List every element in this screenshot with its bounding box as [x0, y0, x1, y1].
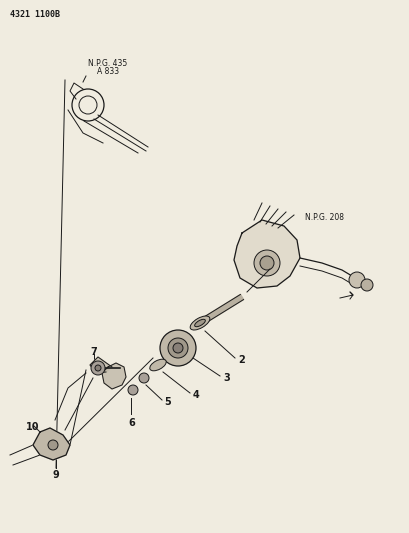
Circle shape	[91, 361, 105, 375]
Text: 1: 1	[271, 262, 278, 272]
Ellipse shape	[190, 316, 209, 330]
Circle shape	[348, 272, 364, 288]
Text: 5: 5	[164, 397, 170, 407]
Text: 2: 2	[237, 355, 244, 365]
Polygon shape	[102, 363, 126, 389]
Circle shape	[160, 330, 196, 366]
Circle shape	[173, 343, 182, 353]
Text: A 833: A 833	[97, 67, 119, 76]
Circle shape	[128, 385, 138, 395]
Text: N.P.G. 208: N.P.G. 208	[304, 213, 343, 222]
Circle shape	[48, 440, 58, 450]
Polygon shape	[234, 220, 299, 288]
Text: 6: 6	[128, 418, 135, 428]
Polygon shape	[33, 428, 70, 460]
Ellipse shape	[149, 359, 166, 371]
Text: 7: 7	[90, 347, 97, 357]
Ellipse shape	[194, 319, 205, 327]
Circle shape	[139, 373, 148, 383]
Text: 9: 9	[53, 470, 60, 480]
Circle shape	[259, 256, 273, 270]
Polygon shape	[90, 357, 112, 373]
Text: N.P.G. 435: N.P.G. 435	[88, 59, 127, 68]
Text: 10: 10	[26, 422, 39, 432]
Text: 4321 1100B: 4321 1100B	[10, 10, 60, 19]
Text: 3: 3	[222, 373, 229, 383]
Circle shape	[95, 365, 101, 371]
Text: 4: 4	[193, 390, 199, 400]
Circle shape	[254, 250, 279, 276]
Polygon shape	[198, 294, 243, 326]
Circle shape	[168, 338, 188, 358]
Circle shape	[360, 279, 372, 291]
